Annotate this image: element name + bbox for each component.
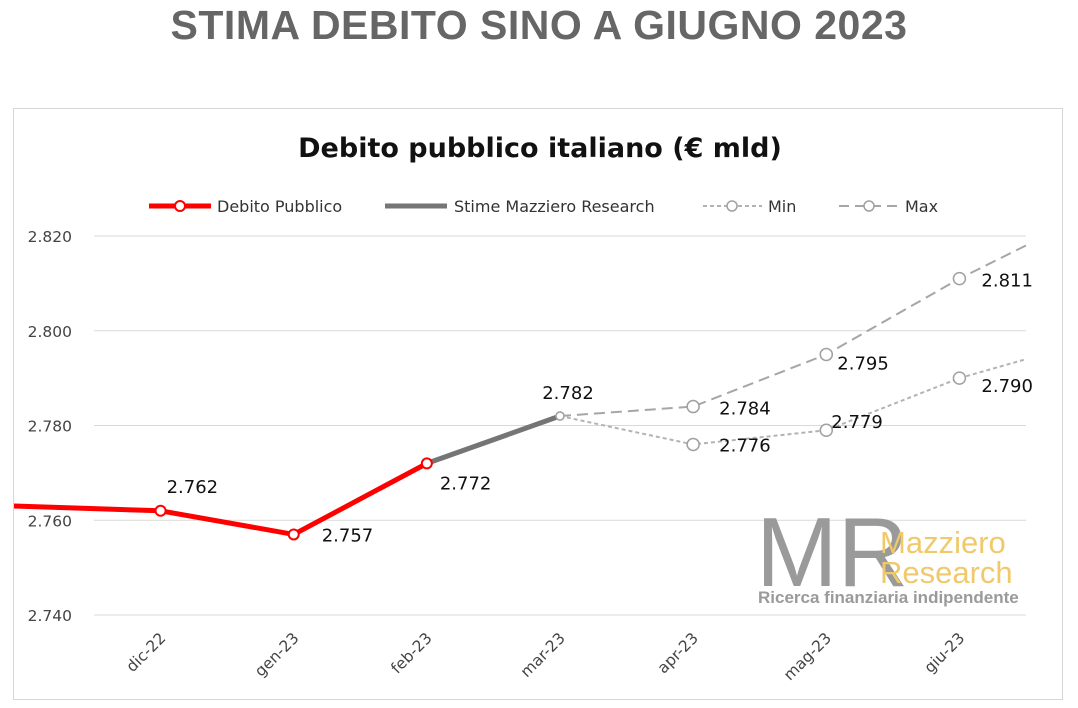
data-point-max [686,399,700,414]
legend: Debito Pubblico Stime Mazziero Research … [149,197,938,216]
series-line-debito-pubblico [14,461,429,537]
watermark-tagline: Ricerca finanziaria indipendente [758,588,1019,607]
data-label: 2.782 [542,383,594,404]
data-label: 2.795 [837,353,889,374]
y-axis: 2.740 2.760 2.780 2.800 2.820 [28,228,72,625]
data-point-debito-pubblico [154,504,167,517]
legend-label-stime: Stime Mazziero Research [454,197,655,216]
page-title: STIMA DEBITO SINO A GIUGNO 2023 [170,2,908,48]
legend-marker-debito-pubblico [174,200,186,212]
x-tick-label: giu-23 [921,629,969,677]
gridlines [94,235,1026,616]
chart-frame: Debito pubblico italiano (€ mld) Debito … [13,108,1063,700]
watermark-brand-line2: Research [880,555,1013,590]
data-point-max [819,347,834,362]
data-point-max [952,271,967,286]
x-tick-label: feb-23 [387,629,435,677]
data-label: 2.790 [981,376,1033,397]
legend-label-min: Min [768,197,796,216]
watermark-logo: MR Mazziero Research Ricerca finanziaria… [756,497,1019,607]
legend-item-min: Min [703,197,796,216]
y-tick-label: 2.780 [28,418,72,436]
watermark-brand-line1: Mazziero [880,525,1006,560]
data-point-min [952,371,967,385]
y-tick-label: 2.820 [28,228,72,246]
data-label: 2.811 [981,271,1033,292]
x-tick-label: apr-23 [654,629,702,677]
legend-item-max: Max [839,197,938,216]
x-tick-label: dic-22 [123,629,170,676]
data-labels: 2.762 2.757 2.772 2.782 2.784 2.776 2.795 2.779… [167,271,1033,547]
data-point-max [555,411,565,421]
x-axis: dic-22 gen-23 feb-23 mar-23 apr-23 mag-23 giu-… [123,629,969,684]
legend-label-debito-pubblico: Debito Pubblico [217,197,342,216]
legend-marker-max [863,200,875,212]
series-line-stime [426,413,561,466]
chart-title: Debito pubblico italiano (€ mld) [298,133,782,164]
legend-label-max: Max [905,197,938,216]
data-label: 2.762 [167,477,219,498]
watermark-letters: MR [756,497,908,607]
series-layer [14,244,1027,541]
x-tick-label: mag-23 [780,629,835,684]
data-label: 2.772 [440,473,492,494]
y-tick-label: 2.800 [28,323,72,341]
data-label: 2.757 [322,525,374,546]
legend-marker-min [726,200,738,212]
data-label: 2.779 [831,412,883,433]
x-tick-label: gen-23 [251,629,302,680]
legend-item-stime: Stime Mazziero Research [385,197,655,216]
data-point-debito-pubblico [420,457,433,470]
data-label: 2.784 [719,399,771,420]
data-point-debito-pubblico [287,528,300,541]
data-point-min [686,437,700,452]
x-tick-label: mar-23 [517,629,569,681]
y-tick-label: 2.740 [28,607,72,625]
chart: Debito pubblico italiano (€ mld) Debito … [14,133,1033,684]
legend-item-debito-pubblico: Debito Pubblico [149,197,342,216]
series-line-min [559,358,1027,446]
data-point-min [819,423,834,437]
y-tick-label: 2.760 [28,512,72,530]
data-label: 2.776 [719,435,771,456]
